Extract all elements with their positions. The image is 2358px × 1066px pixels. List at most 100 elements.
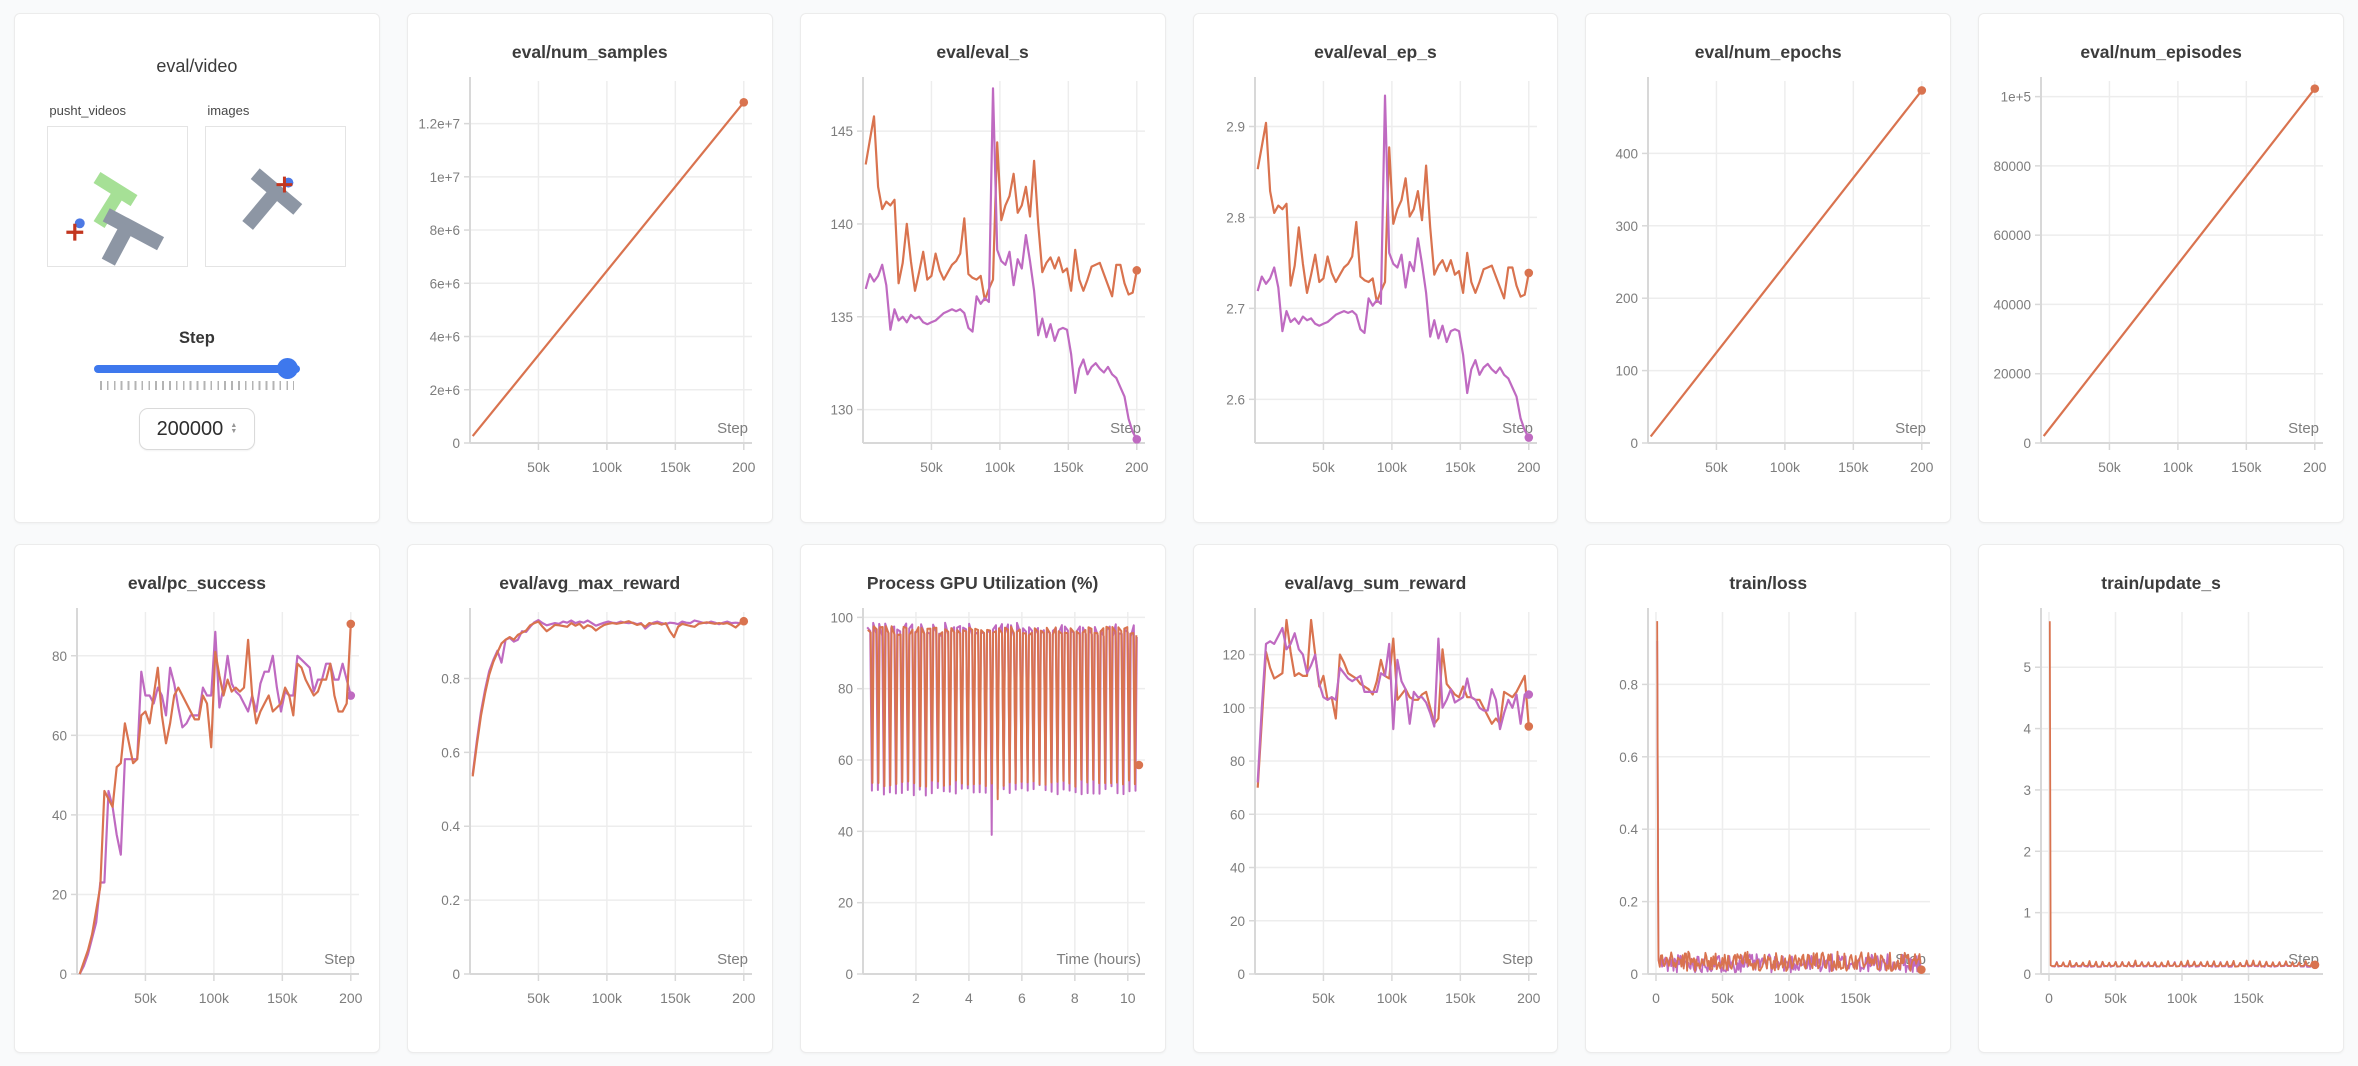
svg-text:8: 8	[1071, 990, 1079, 1006]
svg-text:2: 2	[912, 990, 920, 1006]
svg-text:100k: 100k	[1770, 459, 1801, 475]
svg-text:100k: 100k	[2163, 459, 2194, 475]
chart-title: eval/eval_ep_s	[1314, 42, 1437, 62]
panel-eval-pc_success[interactable]: eval/pc_success 0 20 40 60 80 50k 100k 150k 200 S…	[14, 543, 380, 1053]
series-end-dot-purple	[346, 690, 355, 700]
svg-text:1e+7: 1e+7	[429, 170, 459, 185]
svg-text:200: 200	[339, 990, 363, 1006]
svg-text:100k: 100k	[1377, 990, 1408, 1006]
svg-text:50k: 50k	[527, 459, 551, 475]
svg-text:0: 0	[2024, 436, 2032, 451]
chart-title: eval/avg_max_reward	[499, 572, 681, 593]
svg-text:0.4: 0.4	[1619, 822, 1638, 837]
pusht-video-thumbnail[interactable]	[47, 126, 189, 267]
step-spinner[interactable]: ▲ ▼	[230, 422, 238, 435]
chart-area[interactable]: 0 20 40 60 80 100 2 4 6 8 10 Time (hours)	[801, 596, 1165, 1042]
svg-text:2e+6: 2e+6	[429, 383, 459, 398]
svg-text:200: 200	[2303, 459, 2327, 475]
chart-title: eval/avg_sum_reward	[1284, 572, 1467, 593]
svg-text:150k: 150k	[1841, 990, 1872, 1006]
svg-text:200: 200	[1910, 459, 1934, 475]
step-slider[interactable]	[93, 358, 300, 380]
panel-eval-num_episodes[interactable]: eval/num_episodes 0 20000 40000 60000 80000 1…	[1978, 13, 2344, 523]
svg-text:3: 3	[2024, 782, 2032, 797]
svg-text:8e+6: 8e+6	[429, 223, 459, 238]
slider-track[interactable]	[93, 365, 300, 373]
chart-canvas-eval-avg_sum_reward[interactable]: 0 20 40 60 80 100 120 50k 100k 150k 200 Step	[1199, 596, 1551, 1042]
svg-text:2.7: 2.7	[1227, 301, 1246, 316]
svg-text:0: 0	[1652, 990, 1660, 1006]
step-input[interactable]: 200000 ▲ ▼	[138, 408, 255, 450]
svg-text:150k: 150k	[1446, 990, 1477, 1006]
panel-eval-num_epochs[interactable]: eval/num_epochs 0 100 200 300 400 50k 100k 150k…	[1585, 13, 1952, 523]
svg-text:2.8: 2.8	[1227, 210, 1246, 225]
chart-area[interactable]: 0 100 200 300 400 50k 100k 150k 200 Step	[1586, 65, 1950, 511]
series-line-orange	[1257, 121, 1531, 304]
images-thumbnail[interactable]	[205, 126, 347, 267]
chart-canvas-eval-eval_s[interactable]: 130 135 140 145 50k 100k 150k 200 Step	[807, 65, 1159, 511]
chart-canvas-gpu-utilization[interactable]: 0 20 40 60 80 100 2 4 6 8 10 Time (hours)	[807, 596, 1159, 1042]
svg-text:50k: 50k	[1705, 459, 1729, 475]
chart-title: eval/pc_success	[127, 572, 266, 593]
series-end-dot-orange	[1917, 964, 1926, 974]
chart-area[interactable]: 0 0.2 0.4 0.6 0.8 0 50k 100k 150k Step	[1586, 596, 1950, 1042]
series-end-dot-orange	[346, 619, 355, 628]
chart-area[interactable]: 0 20000 40000 60000 80000 1e+5 50k 100k 150k 200 S…	[1979, 65, 2343, 511]
panel-eval-avg_max_reward[interactable]: eval/avg_max_reward 0 0.2 0.4 0.6 0.8 50k 100k…	[406, 543, 773, 1053]
svg-text:20: 20	[52, 887, 67, 902]
chart-area[interactable]: 130 135 140 145 50k 100k 150k 200 Step	[801, 65, 1165, 511]
svg-text:50k: 50k	[2104, 990, 2128, 1006]
slider-tick-marks	[99, 381, 294, 390]
chart-canvas-eval-num_epochs[interactable]: 0 100 200 300 400 50k 100k 150k 200 Step	[1592, 65, 1944, 511]
svg-text:100k: 100k	[199, 990, 230, 1006]
svg-text:150k: 150k	[660, 990, 691, 1006]
chart-area[interactable]: 0 1 2 3 4 5 0 50k 100k 150k Step	[1979, 596, 2343, 1042]
svg-text:60: 60	[838, 753, 853, 768]
svg-text:145: 145	[830, 124, 853, 139]
series-end-dot-orange	[2310, 959, 2320, 969]
step-value[interactable]: 200000	[156, 417, 224, 440]
spinner-down-icon[interactable]: ▼	[230, 428, 238, 435]
series-line-purple	[78, 630, 352, 975]
step-slider-label: Step	[179, 329, 215, 347]
chart-area[interactable]: 0 20 40 60 80 50k 100k 150k 200 Step	[15, 596, 379, 1042]
panel-train-loss[interactable]: train/loss 0 0.2 0.4 0.6 0.8 0 50k 100k 150k Step	[1585, 543, 1952, 1053]
svg-text:0.8: 0.8	[1619, 677, 1638, 692]
svg-text:150k: 150k	[660, 459, 691, 475]
chart-area[interactable]: 0 0.2 0.4 0.6 0.8 50k 100k 150k 200 Step	[408, 596, 772, 1042]
x-axis-label: Step	[1110, 420, 1141, 437]
chart-area[interactable]: 0 20 40 60 80 100 120 50k 100k 150k 200 Step	[1194, 596, 1558, 1042]
media-label: pusht_videos	[49, 103, 127, 118]
spinner-up-icon[interactable]: ▲	[230, 422, 238, 429]
svg-text:80: 80	[838, 681, 853, 696]
svg-text:135: 135	[830, 310, 853, 325]
panel-eval-eval_s[interactable]: eval/eval_s 130 135 140 145 50k 100k 150k 200 St…	[799, 13, 1166, 523]
svg-text:100k: 100k	[591, 990, 622, 1006]
svg-text:60000: 60000	[1994, 228, 2032, 243]
slider-thumb[interactable]	[276, 358, 298, 379]
panel-eval-num_samples[interactable]: eval/num_samples 0 2e+6 4e+6 6e+6 8e+6 1e+7 1.…	[406, 13, 773, 523]
panel-eval-eval_ep_s[interactable]: eval/eval_ep_s 2.6 2.7 2.8 2.9 50k 100k 150k 20…	[1192, 13, 1559, 523]
chart-area[interactable]: 0 2e+6 4e+6 6e+6 8e+6 1e+7 1.2e+7 50k 100k 150k 20…	[408, 65, 772, 511]
chart-canvas-eval-pc_success[interactable]: 0 20 40 60 80 50k 100k 150k 200 Step	[21, 596, 373, 1042]
series-line-purple	[471, 618, 744, 775]
chart-area[interactable]: 2.6 2.7 2.8 2.9 50k 100k 150k 200 Step	[1194, 65, 1558, 511]
series-line-orange	[2042, 87, 2316, 437]
video-panel-title: eval/video	[156, 56, 238, 76]
svg-text:1: 1	[2024, 905, 2032, 920]
svg-text:100: 100	[1616, 364, 1639, 379]
panel-train-update_s[interactable]: train/update_s 0 1 2 3 4 5 0 50k 100k 150k Step	[1978, 543, 2344, 1053]
series-line-orange	[864, 115, 1138, 302]
svg-text:400: 400	[1616, 146, 1639, 161]
chart-canvas-eval-num_samples[interactable]: 0 2e+6 4e+6 6e+6 8e+6 1e+7 1.2e+7 50k 100k 150k 20…	[414, 65, 766, 511]
chart-canvas-eval-avg_max_reward[interactable]: 0 0.2 0.4 0.6 0.8 50k 100k 150k 200 Step	[414, 596, 766, 1042]
chart-canvas-eval-num_episodes[interactable]: 0 20000 40000 60000 80000 1e+5 50k 100k 150k 200 S…	[1985, 65, 2337, 511]
series-end-dot-orange	[739, 97, 748, 107]
svg-text:0: 0	[845, 967, 853, 982]
panel-eval-avg_sum_reward[interactable]: eval/avg_sum_reward 0 20 40 60 80 100 120 50k 10…	[1192, 543, 1559, 1053]
panel-gpu-utilization[interactable]: Process GPU Utilization (%) 0 20 40 60 80 100…	[799, 543, 1166, 1053]
